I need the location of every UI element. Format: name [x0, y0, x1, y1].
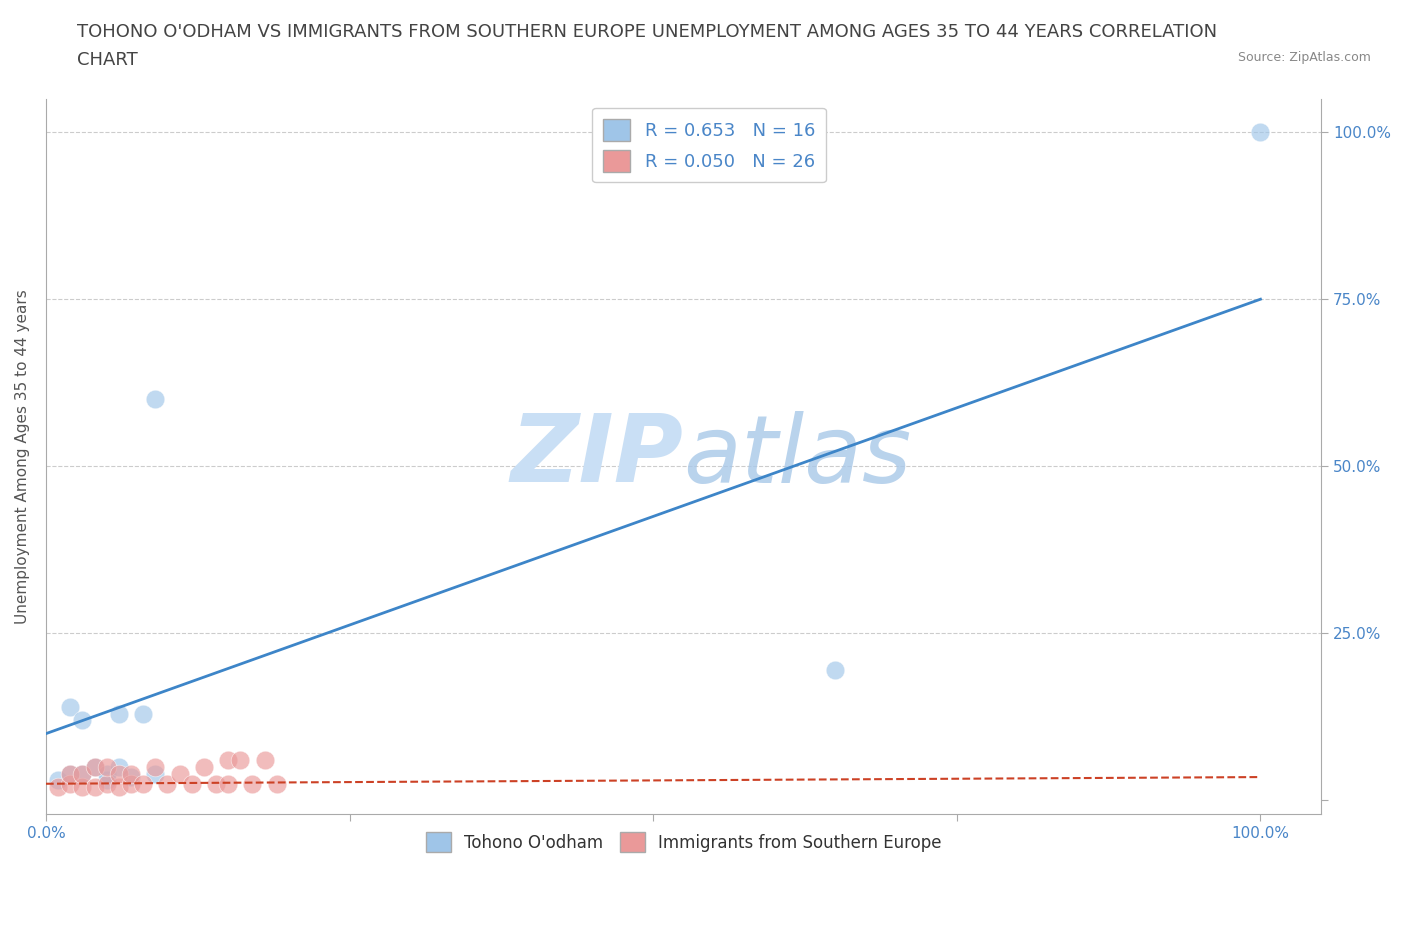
Point [46, 779, 69, 794]
Point [253, 753, 276, 768]
Point [108, 760, 131, 775]
Point [83, 760, 105, 775]
Text: TOHONO O'ODHAM VS IMMIGRANTS FROM SOUTHERN EUROPE UNEMPLOYMENT AMONG AGES 35 TO : TOHONO O'ODHAM VS IMMIGRANTS FROM SOUTHE… [77, 23, 1218, 41]
Point [96, 760, 118, 775]
Point [132, 706, 155, 721]
Point [108, 766, 131, 781]
Point [120, 777, 142, 791]
Point [59, 766, 82, 781]
Point [72, 766, 94, 781]
Point [217, 777, 239, 791]
Point [46, 773, 69, 788]
Point [193, 760, 215, 775]
Point [205, 777, 228, 791]
Point [83, 760, 105, 775]
Text: ZIP: ZIP [510, 410, 683, 502]
Point [143, 766, 166, 781]
Point [96, 766, 118, 781]
Point [120, 766, 142, 781]
Y-axis label: Unemployment Among Ages 35 to 44 years: Unemployment Among Ages 35 to 44 years [15, 289, 30, 624]
Point [217, 753, 239, 768]
Point [156, 777, 179, 791]
Point [120, 770, 142, 785]
Point [169, 766, 191, 781]
Point [180, 777, 202, 791]
Point [72, 766, 94, 781]
Point [96, 777, 118, 791]
Point [242, 777, 264, 791]
Point [59, 766, 82, 781]
Point [72, 712, 94, 727]
Point [824, 663, 846, 678]
Legend: Tohono O'odham, Immigrants from Southern Europe: Tohono O'odham, Immigrants from Southern… [419, 826, 948, 859]
Point [266, 777, 288, 791]
Point [72, 779, 94, 794]
Text: atlas: atlas [683, 411, 912, 502]
Point [132, 777, 155, 791]
Point [1249, 125, 1271, 140]
Text: CHART: CHART [77, 51, 138, 69]
Point [108, 779, 131, 794]
Point [59, 777, 82, 791]
Point [83, 779, 105, 794]
Point [108, 706, 131, 721]
Text: Source: ZipAtlas.com: Source: ZipAtlas.com [1237, 51, 1371, 64]
Point [229, 753, 252, 768]
Point [143, 760, 166, 775]
Point [143, 392, 166, 407]
Point [96, 773, 118, 788]
Point [59, 699, 82, 714]
